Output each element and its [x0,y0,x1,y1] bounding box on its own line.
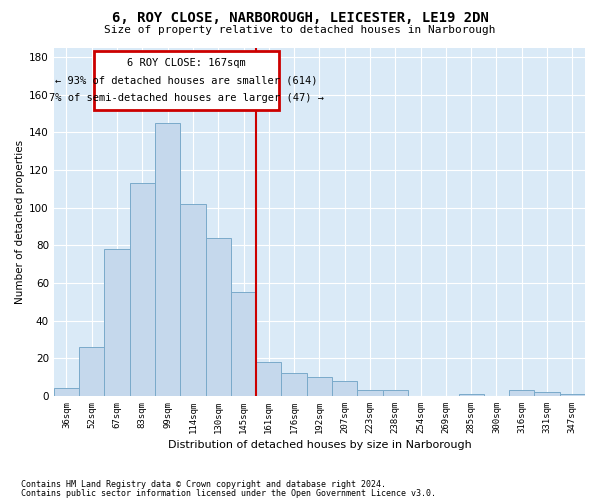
Y-axis label: Number of detached properties: Number of detached properties [15,140,25,304]
Text: Size of property relative to detached houses in Narborough: Size of property relative to detached ho… [104,25,496,35]
Bar [281,374,307,396]
Bar [206,238,231,396]
Bar [180,204,206,396]
Bar [307,377,332,396]
Bar [509,390,535,396]
X-axis label: Distribution of detached houses by size in Narborough: Distribution of detached houses by size … [167,440,471,450]
Bar [535,392,560,396]
Bar [256,362,281,396]
Bar [231,292,256,396]
Text: ← 93% of detached houses are smaller (614): ← 93% of detached houses are smaller (61… [55,76,318,86]
Text: Contains HM Land Registry data © Crown copyright and database right 2024.: Contains HM Land Registry data © Crown c… [21,480,386,489]
Bar [383,390,408,396]
Bar [155,123,180,396]
Bar [104,249,130,396]
Bar [358,390,383,396]
Bar [54,388,79,396]
FancyBboxPatch shape [94,52,279,110]
Text: 7% of semi-detached houses are larger (47) →: 7% of semi-detached houses are larger (4… [49,94,324,104]
Bar [560,394,585,396]
Bar [130,183,155,396]
Bar [458,394,484,396]
Text: Contains public sector information licensed under the Open Government Licence v3: Contains public sector information licen… [21,488,436,498]
Bar [332,381,358,396]
Bar [79,347,104,396]
Text: 6, ROY CLOSE, NARBOROUGH, LEICESTER, LE19 2DN: 6, ROY CLOSE, NARBOROUGH, LEICESTER, LE1… [112,11,488,25]
Text: 6 ROY CLOSE: 167sqm: 6 ROY CLOSE: 167sqm [127,58,246,68]
